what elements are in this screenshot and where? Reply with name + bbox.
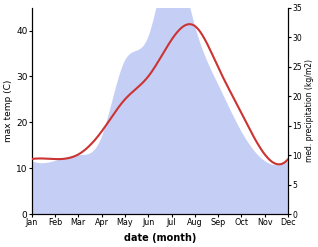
Y-axis label: max temp (C): max temp (C) <box>4 80 13 142</box>
Y-axis label: med. precipitation (kg/m2): med. precipitation (kg/m2) <box>305 59 314 162</box>
X-axis label: date (month): date (month) <box>124 233 196 243</box>
